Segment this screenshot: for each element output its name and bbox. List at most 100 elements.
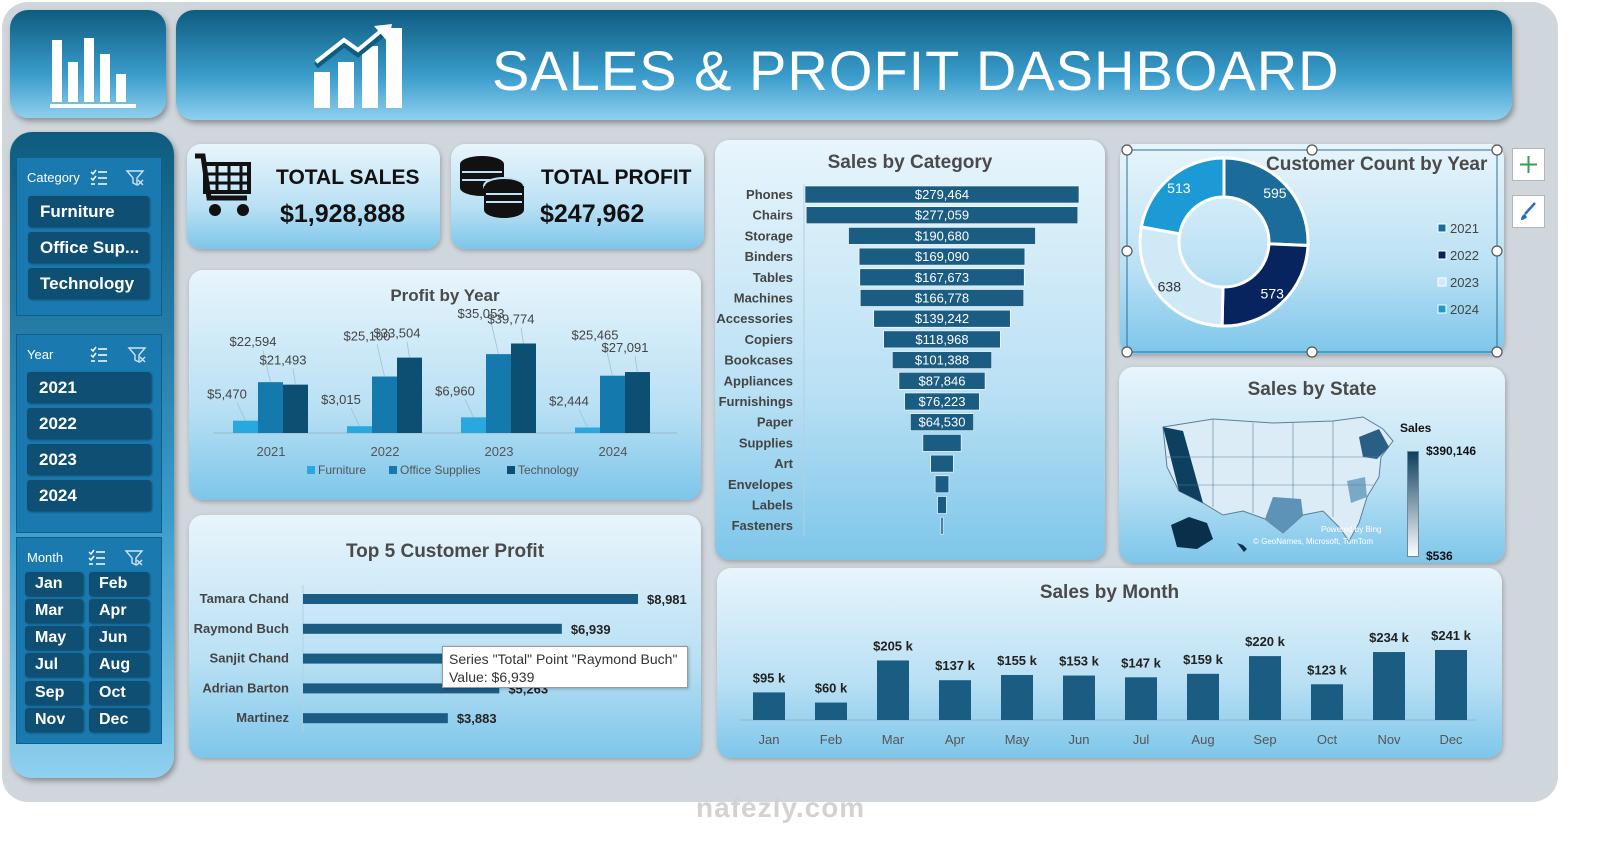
profit-bar-furniture bbox=[233, 420, 258, 433]
profit-bar-office-supplies bbox=[258, 382, 283, 433]
customer-profit-bar bbox=[303, 653, 518, 664]
month-sales-bar bbox=[1063, 675, 1095, 720]
category-slicer: Category Furniture Office Sup... Technol… bbox=[16, 157, 162, 316]
month-sales-bar bbox=[753, 692, 785, 720]
donut-legend-label: 2023 bbox=[1450, 275, 1479, 290]
profit-bar-technology bbox=[397, 357, 422, 433]
month-item-nov[interactable]: Nov bbox=[25, 708, 83, 732]
chart-styles-button[interactable] bbox=[1512, 195, 1545, 228]
profit-leader-line bbox=[292, 368, 296, 385]
month-x-tick: Feb bbox=[820, 732, 842, 747]
month-sales-bar bbox=[877, 660, 909, 720]
customer-profit-label: $6,939 bbox=[571, 622, 611, 637]
category-name: Fasteners bbox=[732, 518, 793, 533]
profit-leader-line bbox=[604, 343, 613, 376]
shopping-cart-icon bbox=[195, 153, 251, 216]
month-sales-bar bbox=[1125, 677, 1157, 720]
top-customer-title: Top 5 Customer Profit bbox=[345, 541, 545, 562]
total-profit-value: $247,962 bbox=[540, 200, 645, 228]
month-item-jan[interactable]: Jan bbox=[25, 572, 83, 596]
category-sales-label: $166,778 bbox=[915, 291, 969, 306]
month-item-feb[interactable]: Feb bbox=[89, 572, 149, 596]
year-item-2023[interactable]: 2023 bbox=[27, 444, 151, 475]
chart-selection-frame[interactable] bbox=[1121, 144, 1505, 358]
category-sales-bar bbox=[883, 330, 1001, 349]
category-name: Tables bbox=[753, 270, 793, 285]
month-item-dec[interactable]: Dec bbox=[89, 708, 149, 732]
category-item-furniture[interactable]: Furniture bbox=[28, 196, 149, 227]
year-item-2021[interactable]: 2021 bbox=[27, 372, 151, 403]
clear-filter-icon[interactable] bbox=[125, 168, 145, 188]
category-name: Supplies bbox=[739, 435, 793, 450]
category-sales-label: $190,680 bbox=[915, 228, 969, 243]
donut-legend-swatch bbox=[1437, 250, 1447, 260]
month-item-jun[interactable]: Jun bbox=[89, 626, 149, 650]
category-sales-bar bbox=[904, 392, 980, 411]
clear-filter-icon[interactable] bbox=[127, 345, 147, 365]
month-sales-bar bbox=[1373, 652, 1405, 720]
profit-bar-technology bbox=[625, 372, 650, 433]
customer-count-card: Customer Count by Year 595 573 638 513 2021 2… bbox=[1120, 144, 1504, 354]
profit-bar-office-supplies bbox=[600, 375, 625, 433]
category-item-technology[interactable]: Technology bbox=[28, 268, 149, 299]
clear-filter-icon[interactable] bbox=[124, 548, 144, 568]
profit-data-label: $33,504 bbox=[374, 326, 421, 341]
category-name: Chairs bbox=[753, 208, 793, 223]
month-item-mar[interactable]: Mar bbox=[25, 599, 83, 623]
profit-data-label: $2,444 bbox=[549, 394, 589, 409]
sales-by-month-title: Sales by Month bbox=[1039, 582, 1180, 603]
sales-by-state-title: Sales by State bbox=[1247, 379, 1377, 400]
multi-select-icon[interactable] bbox=[87, 548, 107, 568]
month-x-tick: Dec bbox=[1439, 732, 1463, 747]
page-title: SALES & PROFIT DASHBOARD bbox=[492, 39, 1340, 102]
month-item-oct[interactable]: Oct bbox=[89, 681, 149, 705]
profit-x-tick: 2023 bbox=[485, 444, 514, 459]
top-customer-card: Top 5 Customer Profit Tamara Chand $8,981… bbox=[189, 515, 701, 758]
category-sales-bar bbox=[805, 206, 1079, 224]
plus-icon bbox=[1520, 156, 1537, 173]
category-name: Bookcases bbox=[724, 353, 793, 368]
month-x-tick: Jul bbox=[1133, 732, 1150, 747]
profit-leader-line bbox=[236, 402, 246, 421]
category-sales-label: $139,242 bbox=[915, 311, 969, 326]
category-name: Binders bbox=[745, 249, 793, 264]
year-item-2022[interactable]: 2022 bbox=[27, 408, 151, 439]
month-item-sep[interactable]: Sep bbox=[25, 681, 83, 705]
category-name: Machines bbox=[734, 291, 793, 306]
category-name: Art bbox=[774, 456, 793, 471]
customer-name: Martinez bbox=[236, 710, 289, 725]
total-profit-label: TOTAL PROFIT bbox=[541, 166, 692, 189]
donut-value-label: 638 bbox=[1158, 279, 1182, 295]
month-item-jul[interactable]: Jul bbox=[25, 653, 83, 677]
watermark: nafezly.com bbox=[696, 792, 866, 823]
profit-by-year-card: Profit by Year $5,470 $22,594 $21,493 2021 $… bbox=[189, 270, 701, 500]
month-slicer-label: Month bbox=[27, 550, 64, 565]
month-item-aug[interactable]: Aug bbox=[89, 653, 149, 677]
sales-by-category-chart: Phones $279,464 Chairs $277,059 Storage $190,… bbox=[716, 184, 1080, 536]
category-sales-label: $64,530 bbox=[919, 415, 966, 430]
multi-select-icon[interactable] bbox=[89, 168, 109, 188]
map-legend-gradient bbox=[1407, 451, 1419, 557]
chart-elements-button[interactable] bbox=[1512, 148, 1545, 181]
profit-data-label: $39,774 bbox=[488, 312, 535, 327]
bar-chart-icon bbox=[50, 38, 136, 108]
month-slicer: Month Jan Feb Mar Apr May Jun Jul Aug Se… bbox=[16, 537, 162, 744]
profit-leader-line bbox=[490, 322, 499, 355]
category-sales-bar bbox=[910, 413, 974, 432]
profit-leader-line bbox=[578, 409, 588, 428]
month-sales-label: $60 k bbox=[815, 681, 848, 696]
customer-count-title: Customer Count by Year bbox=[1266, 154, 1488, 175]
category-sales-bar bbox=[859, 289, 1025, 307]
month-item-may[interactable]: May bbox=[25, 626, 83, 650]
category-name: Envelopes bbox=[728, 477, 793, 492]
multi-select-icon[interactable] bbox=[89, 345, 109, 365]
sales-by-category-title: Sales by Category bbox=[827, 152, 993, 173]
category-item-office-supplies[interactable]: Office Sup... bbox=[28, 232, 149, 263]
month-item-apr[interactable]: Apr bbox=[89, 599, 149, 623]
profit-data-label: $35,053 bbox=[458, 306, 505, 321]
year-item-2024[interactable]: 2024 bbox=[27, 480, 151, 511]
month-x-tick: Sep bbox=[1253, 732, 1276, 747]
month-sales-label: $205 k bbox=[873, 638, 914, 653]
total-sales-card: TOTAL SALES $1,928,888 bbox=[187, 144, 440, 249]
header-panel: SALES & PROFIT DASHBOARD bbox=[176, 10, 1512, 120]
